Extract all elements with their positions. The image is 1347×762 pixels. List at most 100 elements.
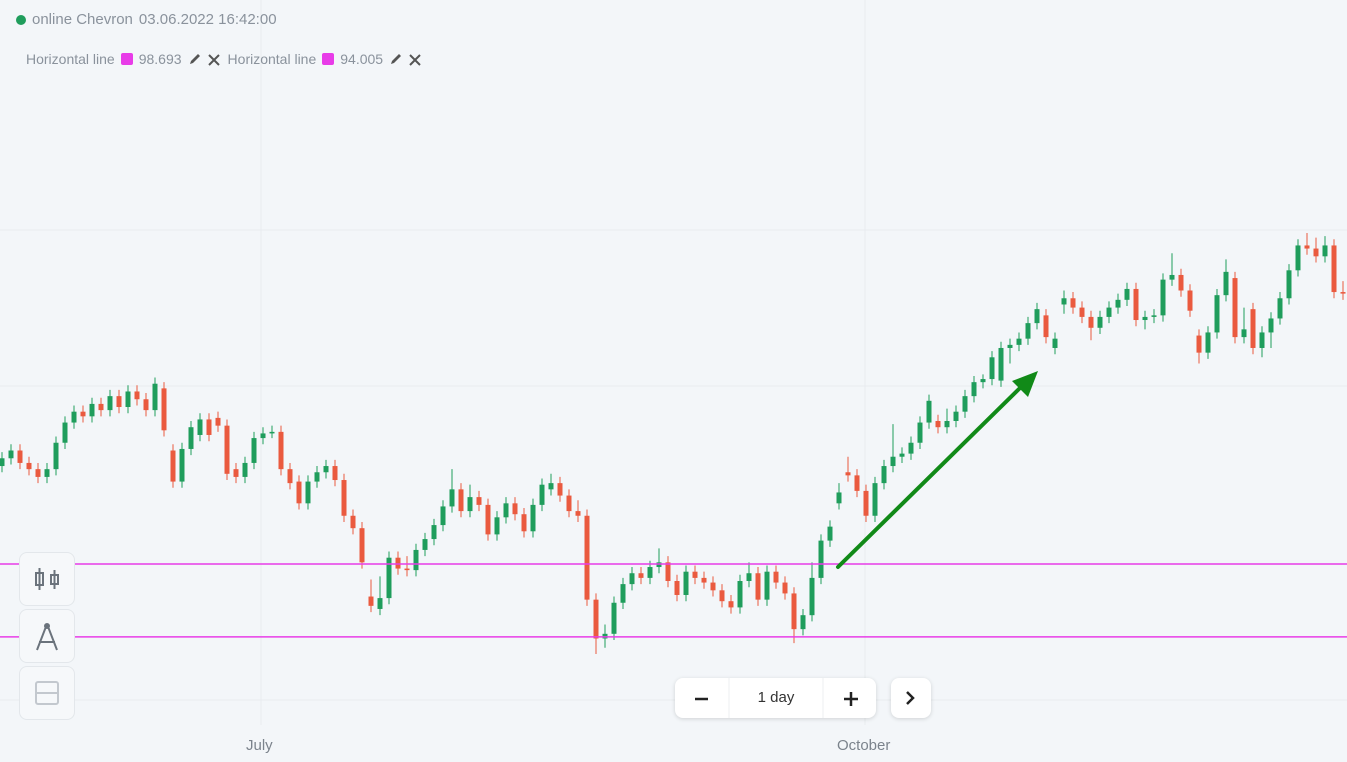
candle-body [899,453,905,457]
candle-body [395,557,401,569]
candle-body [476,497,482,505]
candle-body [116,396,122,408]
candle-body [1016,338,1022,345]
candle-body [674,581,680,595]
candle-body [1250,309,1256,348]
trend-arrow [836,371,1038,569]
candle-body [80,411,86,417]
candle-body [1070,298,1076,308]
candle-body [359,528,365,563]
candle-body [944,420,950,428]
candle-body [512,503,518,515]
x-label: July [246,737,273,754]
candle-body [1295,245,1301,271]
candle-body [1187,290,1193,311]
candle-body [287,469,293,484]
legend-actions[interactable] [389,52,423,66]
legend-actions[interactable] [188,52,222,66]
candle-body [638,573,644,578]
candle-body [26,462,32,470]
candle-body [1106,307,1112,317]
candle-body [1034,309,1040,324]
layout-tool[interactable] [19,666,75,720]
candle-body [1052,338,1058,348]
candle-body [1286,270,1292,299]
candle-body [791,593,797,630]
candle-body [377,598,383,609]
status-dot [16,14,26,25]
candle-body [629,573,635,585]
candle-body [485,504,491,535]
candle-body [242,462,248,477]
candle-body [530,504,536,532]
legend-name: Horizontal line [26,51,115,67]
candle-body [1232,278,1238,338]
candle-body [881,466,887,484]
candle-body [422,539,428,550]
candle-body [1259,332,1265,348]
candle-body [503,503,509,518]
candle-body [341,480,347,516]
datetime: 03.06.2022 16:42:00 [138,11,277,28]
candle-body [1025,323,1031,339]
candle-body [1124,288,1130,300]
candle-body [845,472,851,476]
candle-body [215,417,221,426]
interval-label[interactable]: 1 day [757,689,795,706]
candle-body [1115,299,1121,308]
candle-body [458,489,464,512]
candle-body [1322,245,1328,257]
candle-body [773,571,779,583]
candle-body [233,469,239,477]
candle-body [1205,332,1211,353]
candle-body [962,396,968,412]
next-button[interactable] [891,678,931,718]
candle-body [332,466,338,481]
candle-body [404,568,410,571]
candle-body [926,400,932,423]
candle-body [1079,307,1085,317]
candle-body [764,571,770,600]
candles-tool[interactable] [19,552,75,606]
header: online Chevron 03.06.2022 16:42:00 [16,11,277,28]
candle-body [89,403,95,417]
candle-body [647,567,653,578]
candle-body [1061,298,1067,305]
candle-body [611,602,617,634]
candle-body [782,582,788,594]
candle-body [827,526,833,541]
x-label: October [837,737,891,754]
candles [0,233,1346,655]
candle-body [755,573,761,600]
candle-body [44,469,50,477]
legend-swatch [120,53,133,65]
candle-body [1304,245,1310,249]
candle-body [251,438,257,463]
candle-body [125,391,131,408]
candle-body [8,450,14,459]
candle-body [854,475,860,491]
candle-body [1268,318,1274,333]
legend: Horizontal line 98.693 Horizontal line 9… [26,51,423,67]
candle-body [0,458,5,467]
draw-tool[interactable] [19,609,75,663]
candle-body [1178,274,1184,291]
candle-body [134,391,140,400]
candle-body [197,419,203,435]
candle-body [1340,292,1346,294]
candle-body [1142,316,1148,321]
candle-body [1007,344,1013,348]
candle-body [980,379,986,383]
candle-body [692,571,698,578]
interval-control: 1 day [675,678,876,718]
candle-body [278,431,284,470]
candle-body [260,433,266,439]
candle-body [1223,271,1229,296]
candle-body [98,403,104,411]
legend-name: Horizontal line [227,51,317,67]
candle-body [170,450,176,482]
candle-body [998,347,1004,381]
candle-body [728,601,734,608]
legend-value: 98.693 [138,51,182,67]
horizontal-lines [0,563,1347,638]
